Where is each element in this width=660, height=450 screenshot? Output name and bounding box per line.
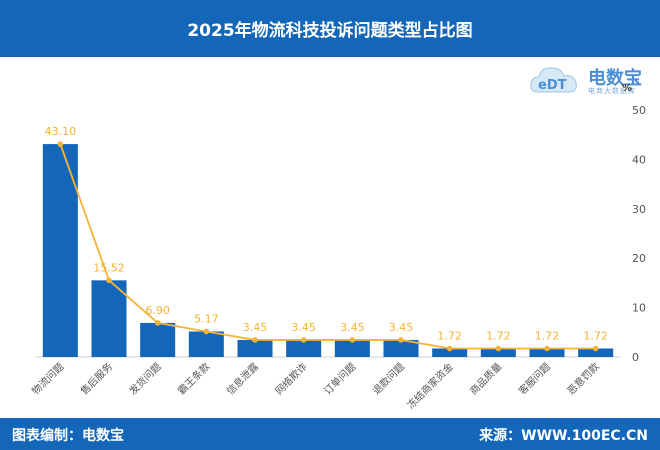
line-point <box>398 337 404 343</box>
bar <box>237 339 273 357</box>
x-tick-label: 商品质量 <box>467 360 504 397</box>
cloud-icon: eDT <box>530 67 577 93</box>
y-tick-label: 30 <box>632 203 646 216</box>
logo-subtitle: 电商大数据库 <box>588 87 636 95</box>
footer-source: 来源：WWW.100EC.CN <box>479 428 648 444</box>
data-label: 3.45 <box>340 321 365 334</box>
series-line <box>59 143 596 350</box>
x-tick-label: 发货问题 <box>126 360 163 397</box>
chart-title: 2025年物流科技投诉问题类型占比图 <box>187 21 473 41</box>
bar <box>188 331 224 357</box>
footer-bar: 图表编制：电数宝 来源：WWW.100EC.CN <box>0 418 660 450</box>
x-tick-label: 恶意罚款 <box>564 360 601 397</box>
y-tick-label: 40 <box>632 153 646 166</box>
data-label: 3.45 <box>389 321 414 334</box>
footer-credit: 图表编制：电数宝 <box>12 428 124 444</box>
data-label: 5.17 <box>194 312 219 325</box>
x-tick-label: 客服问题 <box>516 360 553 397</box>
data-label: 1.72 <box>583 330 608 343</box>
line-point <box>154 320 161 326</box>
bar <box>578 348 614 357</box>
line-point <box>349 337 356 343</box>
y-tick-label: 0 <box>632 351 639 364</box>
data-label: 1.72 <box>535 330 560 343</box>
data-label: 6.90 <box>145 304 170 317</box>
line-point <box>57 141 64 147</box>
line-point <box>106 277 112 284</box>
bar <box>286 339 322 357</box>
bar <box>42 144 78 357</box>
y-axis-unit: % <box>622 83 633 94</box>
bar <box>480 348 516 357</box>
y-tick-label: 20 <box>632 252 646 265</box>
bar <box>91 280 127 357</box>
data-label: 1.72 <box>486 330 511 343</box>
line-point <box>203 328 210 335</box>
data-label: 3.45 <box>243 321 268 334</box>
data-label: 1.72 <box>437 330 462 343</box>
chart-title-bar: 2025年物流科技投诉问题类型占比图 <box>0 0 660 57</box>
x-tick-label: 冻结商家资金 <box>404 360 456 412</box>
bar <box>529 348 565 357</box>
line-point <box>446 345 453 352</box>
y-tick-label: 10 <box>632 302 646 315</box>
line-point <box>252 337 258 343</box>
data-label: 43.10 <box>45 125 77 138</box>
line-point <box>495 345 502 352</box>
line-point <box>592 345 599 352</box>
x-tick-label: 网络欺诈 <box>272 360 309 397</box>
line-point <box>544 345 550 352</box>
logo-mark: eDT <box>538 78 567 93</box>
bar <box>140 322 176 357</box>
logo-brand-name: 电数宝 <box>588 68 642 89</box>
data-label: 15.52 <box>93 261 125 274</box>
bar <box>432 348 468 357</box>
x-tick-label: 退款问题 <box>370 360 407 397</box>
y-tick-label: 50 <box>632 104 646 117</box>
x-tick-label: 订单问题 <box>321 360 358 397</box>
line-point <box>300 337 307 343</box>
bar <box>334 339 370 357</box>
x-tick-label: 物流问题 <box>29 360 66 397</box>
x-tick-label: 信息泄露 <box>224 360 261 397</box>
x-tick-label: 霸王条款 <box>175 360 212 397</box>
x-tick-label: 售后服务 <box>78 360 115 397</box>
brand-logo: eDT 电数宝 电商大数据库 <box>528 62 658 96</box>
bar <box>383 339 419 357</box>
data-label: 3.45 <box>291 321 316 334</box>
